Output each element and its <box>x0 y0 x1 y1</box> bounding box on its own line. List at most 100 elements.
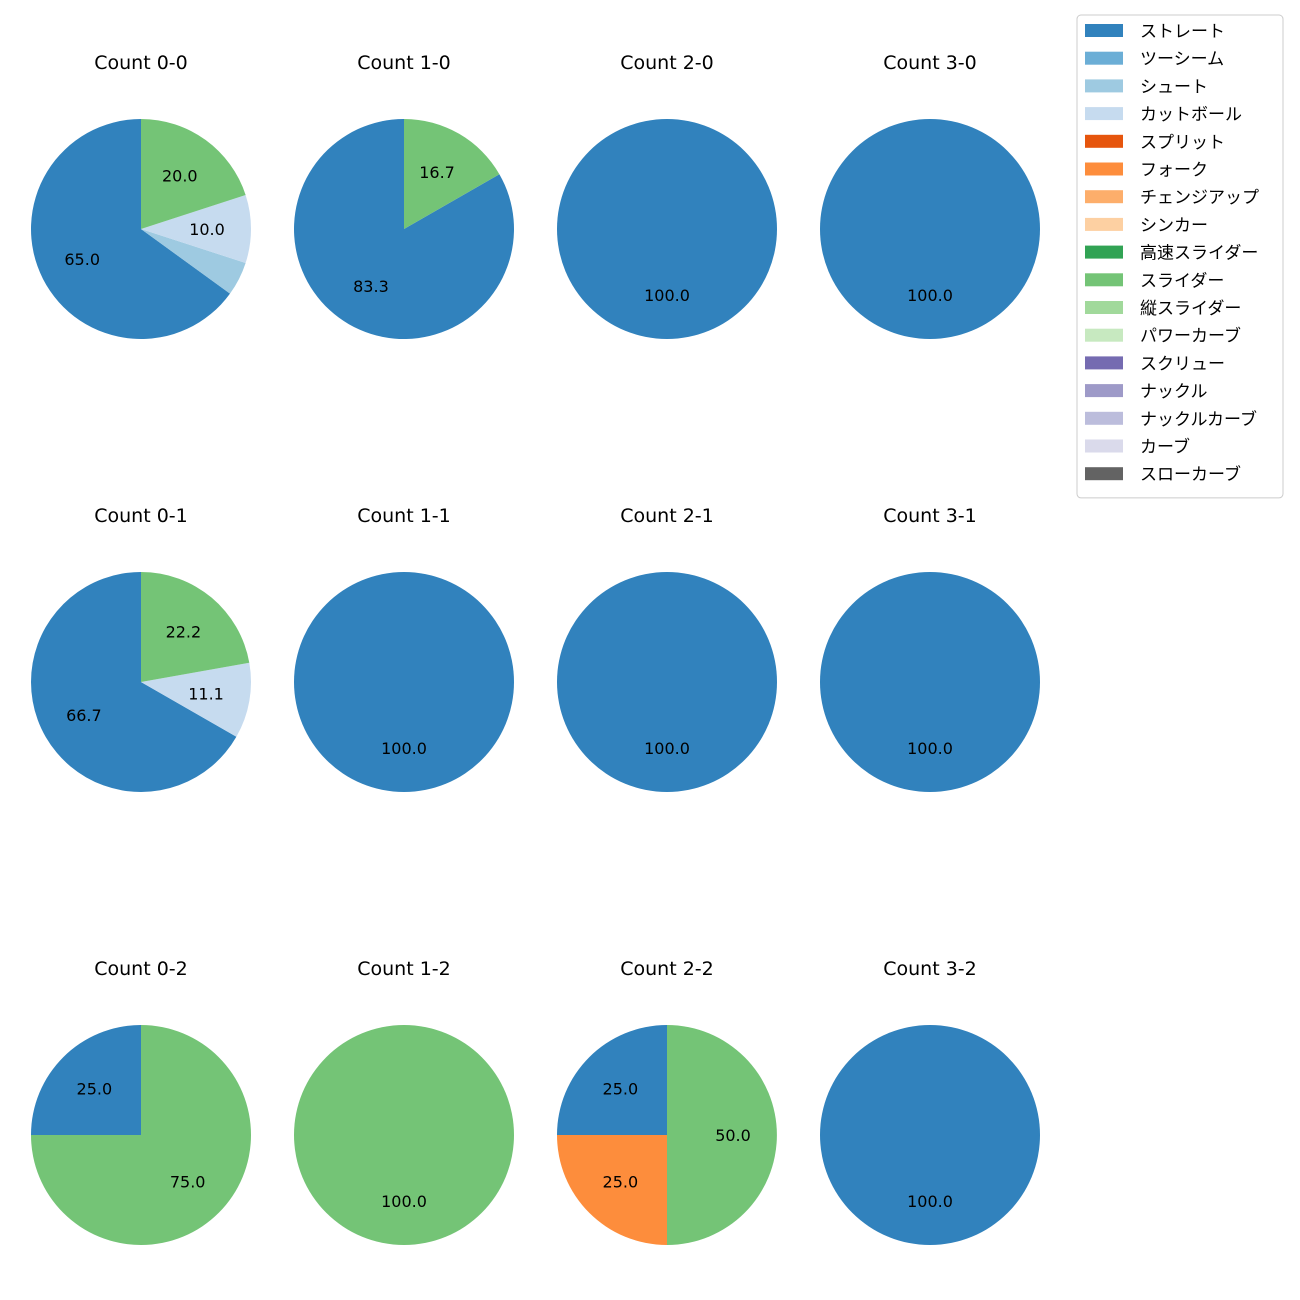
legend-swatch <box>1085 467 1123 481</box>
slice-label: 100.0 <box>644 739 690 758</box>
slice-label: 83.3 <box>353 277 389 296</box>
pie-slice <box>141 195 251 263</box>
pie-slice <box>667 1025 777 1245</box>
legend-swatch <box>1085 356 1123 370</box>
legend-swatch <box>1085 217 1123 231</box>
slice-label: 100.0 <box>907 286 953 305</box>
slice-label: 100.0 <box>644 286 690 305</box>
legend-label: スローカーブ <box>1140 464 1241 485</box>
legend-label: ナックルカーブ <box>1140 409 1257 430</box>
legend-swatch <box>1085 24 1123 37</box>
pie-slice <box>557 1135 667 1245</box>
legend-swatch <box>1085 328 1123 342</box>
slice-label: 25.0 <box>603 1173 639 1192</box>
legend: ストレートツーシームシュートカットボールスプリットフォークチェンジアップシンカー… <box>1076 14 1284 499</box>
pie-slice <box>557 572 777 792</box>
slice-label: 11.1 <box>188 684 224 703</box>
pie-slice <box>141 119 246 229</box>
legend-label: スライダー <box>1140 271 1224 291</box>
legend-label: カットボール <box>1140 105 1242 125</box>
legend-swatch <box>1085 107 1123 121</box>
pie-chart: Count 2-0 100.0 <box>557 52 777 339</box>
legend-swatch <box>1085 190 1123 204</box>
pie-slice <box>141 572 250 682</box>
legend-label: パワーカーブ <box>1140 326 1241 347</box>
pie-title: Count 0-2 <box>94 958 188 980</box>
pie-title: Count 2-1 <box>620 505 714 527</box>
legend-label: シュート <box>1140 77 1208 97</box>
slice-label: 100.0 <box>381 739 427 758</box>
legend-label: ナックル <box>1140 382 1208 402</box>
legend-swatch <box>1085 273 1123 287</box>
pie-slice <box>820 572 1040 792</box>
pie-slice <box>31 1025 251 1245</box>
pie-chart: Count 1-0 83.3 16.7 <box>293 52 514 339</box>
pie-title: Count 1-2 <box>357 958 451 980</box>
legend-label: シンカー <box>1140 216 1208 236</box>
pie-title: Count 3-2 <box>883 958 977 980</box>
pie-chart: Count 3-2 100.0 <box>820 958 1040 1245</box>
legend-label: カーブ <box>1140 437 1190 458</box>
pie-slice <box>293 119 514 339</box>
legend-label: 高速スライダー <box>1140 244 1258 264</box>
legend-swatch <box>1085 439 1123 453</box>
pie-slice <box>31 1025 141 1135</box>
pie-chart: Count 3-1 100.0 <box>820 505 1040 792</box>
slice-label: 100.0 <box>381 1192 427 1211</box>
legend-label: ツーシーム <box>1140 50 1224 70</box>
pie-title: Count 1-1 <box>357 505 451 527</box>
pie-title: Count 2-2 <box>620 958 714 980</box>
slice-label: 22.2 <box>166 622 202 641</box>
pie-chart: Count 3-0 100.0 <box>820 52 1040 339</box>
pie-slice <box>820 1025 1040 1245</box>
pie-slice <box>30 572 237 792</box>
pie-title: Count 3-0 <box>883 52 977 74</box>
legend-swatch <box>1085 79 1123 93</box>
pie-title: Count 0-1 <box>94 505 188 527</box>
slice-label: 16.7 <box>419 163 455 182</box>
slice-label: 75.0 <box>170 1173 206 1192</box>
pie-slice <box>141 662 251 737</box>
legend-label: スプリット <box>1140 133 1225 153</box>
pie-slice <box>141 229 246 294</box>
slice-label: 20.0 <box>162 167 198 186</box>
pie-title: Count 2-0 <box>620 52 714 74</box>
pie-chart: Count 0-2 25.0 75.0 <box>31 958 251 1245</box>
pie-slice <box>30 119 230 339</box>
pie-slice <box>557 119 777 339</box>
legend-label: ストレート <box>1140 22 1225 42</box>
legend-label: フォーク <box>1140 161 1208 181</box>
slice-label: 25.0 <box>77 1079 113 1098</box>
legend-label: チェンジアップ <box>1140 188 1259 208</box>
pie-chart: Count 1-2 100.0 <box>294 958 514 1245</box>
pie-chart: Count 1-1 100.0 <box>294 505 514 792</box>
legend-label: スクリュー <box>1140 354 1225 374</box>
legend-swatch <box>1085 384 1123 398</box>
slice-label: 25.0 <box>603 1079 639 1098</box>
slice-label: 50.0 <box>715 1126 751 1145</box>
pie-slice <box>404 119 500 229</box>
pie-slice <box>294 1025 514 1245</box>
slice-label: 100.0 <box>907 739 953 758</box>
slice-label: 10.0 <box>189 220 225 239</box>
pie-chart: Count 2-2 25.0 25.0 50.0 <box>557 958 777 1245</box>
legend-swatch <box>1085 301 1123 314</box>
legend-swatch <box>1085 245 1123 259</box>
pie-chart: Count 2-1 100.0 <box>557 505 777 792</box>
pie-chart: Count 0-0 65.0 10.0 20.0 <box>30 52 251 339</box>
legend-swatch <box>1085 134 1123 148</box>
pie-title: Count 1-0 <box>357 52 451 74</box>
pie-title: Count 3-1 <box>883 505 977 527</box>
pie-title: Count 0-0 <box>94 52 188 74</box>
pie-slice <box>294 572 514 792</box>
pie-chart: Count 0-1 66.7 11.1 22.2 <box>30 505 251 792</box>
legend-frame <box>1076 14 1284 499</box>
pie-slice <box>820 119 1040 339</box>
slice-label: 66.7 <box>66 706 102 725</box>
slice-label: 65.0 <box>64 250 100 269</box>
legend-label: 縦スライダー <box>1140 299 1241 319</box>
legend-swatch <box>1085 411 1123 425</box>
legend-swatch <box>1085 162 1123 176</box>
